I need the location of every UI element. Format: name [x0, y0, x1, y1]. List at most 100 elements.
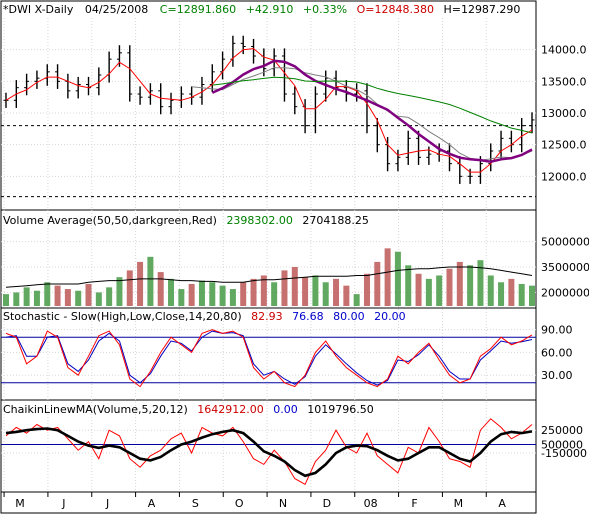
chaikin-value-3: 1019796.50: [307, 403, 373, 416]
volume-bar: [106, 287, 113, 306]
change-pct-label: +0.33%: [303, 3, 347, 16]
volume-title: Volume Average(50,50,darkgreen,Red): [3, 214, 217, 227]
close-label: C=12891.860: [160, 3, 236, 16]
x-tick-label: D: [323, 497, 331, 510]
stochastic-tick-label: 30.00: [541, 369, 573, 382]
volume-bar: [95, 292, 102, 306]
volume-bar: [322, 282, 329, 306]
volume-bar: [250, 278, 257, 306]
price-tick-label: 13500.0: [541, 75, 587, 88]
chaikin-tick-label: -150000: [541, 447, 587, 460]
volume-bar: [415, 273, 422, 306]
volume-bar: [168, 278, 175, 306]
date-label: 04/25/2008: [85, 3, 148, 16]
volume-bar: [33, 290, 40, 306]
volume-bar: [374, 261, 381, 306]
stochastic-d-line: [5, 330, 533, 386]
chaikin-header: ChaikinLinewMA(Volume,5,20,12) 1642912.0…: [3, 403, 374, 416]
volume-bar: [260, 275, 267, 306]
volume-tick-label: 3500000: [541, 261, 589, 274]
volume-bar: [188, 283, 195, 306]
volume-bar: [198, 280, 205, 306]
stochastic-tick-label: 60.00: [541, 346, 573, 359]
chaikin-layer: [1, 418, 536, 486]
x-tick-label: M: [454, 497, 464, 510]
volume-bar: [85, 283, 92, 306]
volume-bar: [333, 278, 340, 306]
chaikin-value-1: 1642912.00: [197, 403, 263, 416]
volume-bar: [529, 285, 535, 306]
stochastic-panel: [0, 307, 537, 401]
volume-bar: [116, 277, 123, 306]
x-tick-label: N: [279, 497, 287, 510]
stochastic-layer: [1, 329, 536, 388]
volume-bar: [498, 282, 505, 306]
volume-bar: [353, 294, 360, 306]
price-tick-label: 14000.0: [541, 44, 587, 57]
x-tick-label: O: [235, 497, 244, 510]
volume-bar: [436, 275, 443, 306]
volume-bar: [64, 289, 71, 306]
stochastic-lower: 20.00: [374, 310, 406, 323]
change-label: +42.910: [246, 3, 294, 16]
volume-bar: [363, 273, 370, 306]
x-tick-label: M: [15, 497, 25, 510]
chaikin-tick-label: 250000: [541, 424, 583, 437]
x-tick-label: F: [411, 497, 417, 510]
volume-bar: [446, 268, 453, 306]
price-tick-label: 12000.0: [541, 170, 587, 183]
volume-header: Volume Average(50,50,darkgreen,Red) 2398…: [3, 214, 369, 227]
x-axis-strip: [0, 491, 537, 514]
volume-bar: [281, 270, 288, 306]
volume-bar: [126, 270, 133, 306]
volume-bar: [209, 282, 216, 306]
stochastic-upper: 80.00: [333, 310, 365, 323]
x-tick-label: A: [148, 497, 156, 510]
x-tick-label: S: [192, 497, 199, 510]
volume-bar: [384, 248, 391, 306]
price-ma-short: [5, 48, 533, 173]
volume-bar: [477, 260, 484, 306]
price-ma-purple: [211, 59, 533, 163]
x-tick-label: J: [105, 497, 109, 510]
volume-value-1: 2398302.00: [226, 214, 292, 227]
x-axis-ticks: M J J A S O N D 08 F M A: [3, 492, 506, 510]
volume-bar: [54, 285, 61, 306]
volume-tick-label: 5000000: [541, 236, 589, 249]
volume-value-2: 2704188.25: [302, 214, 368, 227]
stochastic-k: 82.93: [251, 310, 283, 323]
open-label: O=12848.380: [357, 3, 434, 16]
volume-bar: [147, 256, 154, 306]
volume-bar: [240, 282, 247, 306]
volume-bar: [456, 261, 463, 306]
price-layer: [1, 35, 536, 198]
volume-bar: [44, 282, 51, 306]
stochastic-k-line: [5, 329, 533, 388]
volume-bar: [291, 267, 298, 306]
volume-bar: [13, 292, 20, 306]
volume-tick-label: 2000000: [541, 286, 589, 299]
price-header: *DWI X-Daily 04/25/2008 C=12891.860 +42.…: [3, 3, 520, 16]
y-axis-ticks: 12000.0 12500.0 13000.0 13500.0 14000.0 20000…: [541, 44, 589, 460]
volume-bar: [3, 294, 9, 306]
chaikin-tick-label: 500000: [541, 438, 583, 451]
x-tick-label: 08: [364, 497, 378, 510]
volume-bar: [271, 282, 278, 306]
chaikin-value-2: 0.00: [273, 403, 298, 416]
price-tick-label: 13000.0: [541, 107, 587, 120]
x-tick-label: A: [498, 497, 506, 510]
volume-bar: [394, 251, 401, 306]
volume-bar: [343, 285, 350, 306]
volume-bar: [518, 283, 525, 306]
volume-bar: [137, 261, 144, 306]
symbol-label: *DWI X-Daily: [3, 3, 74, 16]
stochastic-title: Stochastic - Slow(High,Low,Close,14,20,8…: [3, 310, 242, 323]
volume-average-line: [5, 266, 533, 288]
chaikin-title: ChaikinLinewMA(Volume,5,20,12): [3, 403, 188, 416]
price-tick-label: 12500.0: [541, 139, 587, 152]
volume-bar: [157, 272, 164, 306]
volume-bar: [23, 287, 30, 306]
volume-layer: [3, 248, 535, 306]
x-tick-label: J: [61, 497, 65, 510]
volume-bar: [312, 275, 319, 306]
